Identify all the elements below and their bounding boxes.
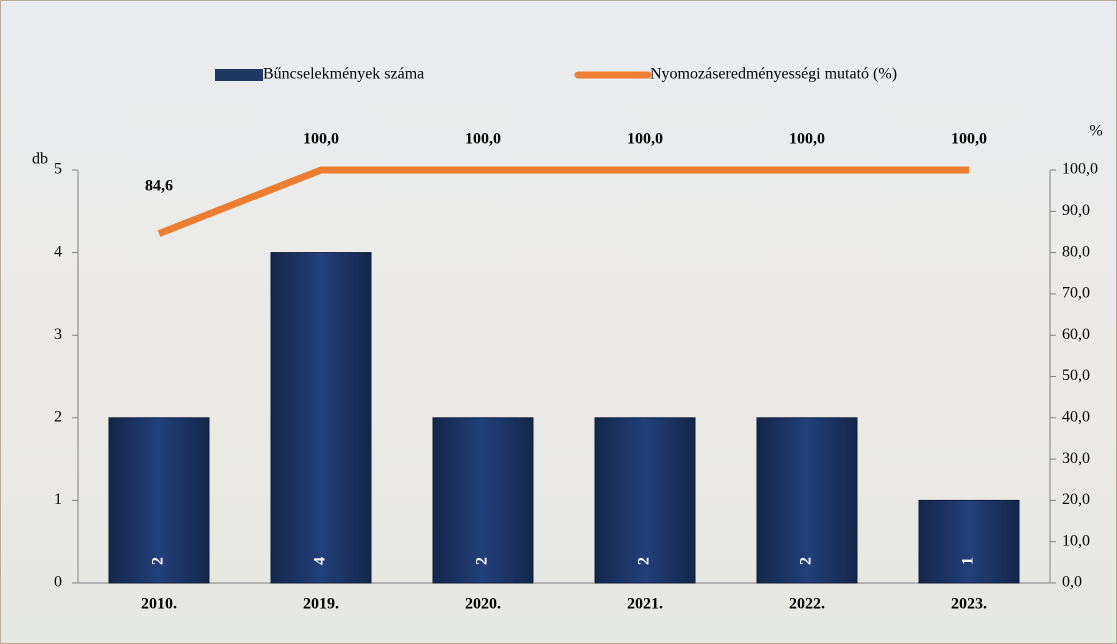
x-tick-label: 2020. [465, 596, 501, 613]
bar [919, 500, 1019, 583]
bar-value-label: 1 [960, 557, 977, 565]
y2-tick-label: 60,0 [1062, 326, 1090, 343]
y-tick-label: 1 [54, 491, 62, 508]
bar-value-label: 2 [798, 557, 815, 565]
x-tick-label: 2019. [303, 596, 339, 613]
y2-tick-label: 20,0 [1062, 491, 1090, 508]
legend-swatch [215, 69, 263, 81]
bar-value-label: 2 [636, 557, 653, 565]
y2-tick-label: 0,0 [1062, 574, 1082, 591]
line-value-label: 100,0 [789, 131, 825, 148]
y2-tick-label: 10,0 [1062, 532, 1090, 549]
bar-value-label: 2 [150, 557, 167, 565]
legend-label: Bűncselekmények száma [263, 66, 424, 83]
y-tick-label: 2 [54, 408, 62, 425]
x-tick-label: 2023. [951, 596, 987, 613]
y2-tick-label: 70,0 [1062, 285, 1090, 302]
chart: db % 0123450,010,020,030,040,050,060,070… [0, 0, 1117, 644]
y2-tick-label: 50,0 [1062, 367, 1090, 384]
line-value-label: 100,0 [465, 131, 501, 148]
bar-value-label: 2 [474, 557, 491, 565]
legend-label: Nyomozáseredményességi mutató (%) [650, 66, 897, 83]
line-value-label: 100,0 [627, 131, 663, 148]
y-tick-label: 0 [54, 574, 62, 591]
bar-value-label: 4 [312, 557, 329, 565]
x-tick-label: 2021. [627, 596, 663, 613]
line-value-label: 100,0 [951, 131, 987, 148]
y-axis-label: db [32, 151, 48, 168]
bar [271, 253, 371, 583]
line-value-label: 84,6 [145, 177, 173, 194]
y2-tick-label: 90,0 [1062, 202, 1090, 219]
x-tick-label: 2010. [141, 596, 177, 613]
y2-tick-label: 30,0 [1062, 450, 1090, 467]
y2-axis-label: % [1089, 123, 1102, 140]
y-tick-label: 5 [54, 161, 62, 178]
y2-tick-label: 40,0 [1062, 408, 1090, 425]
y-tick-label: 3 [54, 326, 62, 343]
y-tick-label: 4 [54, 243, 62, 260]
y2-tick-label: 100,0 [1062, 161, 1098, 178]
x-tick-label: 2022. [789, 596, 825, 613]
y2-tick-label: 80,0 [1062, 243, 1090, 260]
line-value-label: 100,0 [303, 131, 339, 148]
